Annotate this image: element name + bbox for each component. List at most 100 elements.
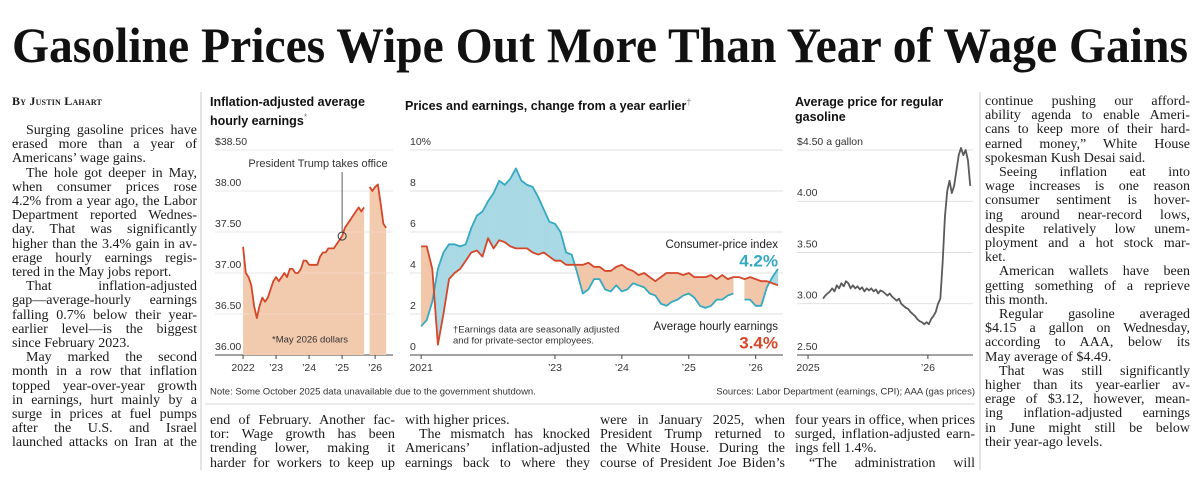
text-line-content: course of President Joe Biden’s [600, 455, 785, 471]
text-line-content: ing inflation-adjusted earnings [985, 406, 1190, 422]
text-line: in earnings, hurt mainly by a [12, 393, 197, 408]
text-line-content: wage increases is one reason [985, 179, 1190, 195]
gap-fill [526, 184, 533, 253]
line [421, 237, 779, 346]
text-line-content: 4.2% from a year ago, the Labor [12, 194, 197, 209]
y-tick-label: $4.50 a gallon [797, 136, 863, 148]
x-tick-label: ’26 [921, 362, 935, 374]
text-line-content: since February 2023. [12, 336, 130, 351]
text-line-content: topped year-over-year growth [12, 378, 197, 394]
gap-fill [671, 272, 678, 302]
text-line: this month. [985, 292, 1190, 308]
x-tick-label: ’25 [335, 362, 349, 374]
gap-fill [499, 180, 505, 243]
text-line: Americans’ inflation-adjusted [405, 442, 590, 456]
footnote: †Earnings data are seasonally adjusted [453, 325, 619, 336]
chart-title: Prices and earnings, change from a year … [405, 95, 785, 114]
gap-fill [755, 278, 762, 306]
text-line: spokesman Kush Desai said. [985, 151, 1190, 166]
text-line: 4.2% from a year ago, the Labor [12, 194, 197, 209]
text-line: in June might still be below [985, 421, 1190, 436]
text-line: topped year-over-year growth [12, 378, 197, 394]
text-line-content: getting something of a reprieve [985, 278, 1190, 294]
text-line-content: Regular gasoline averaged [999, 307, 1190, 322]
text-line: earlier level—is the biggest [12, 321, 197, 337]
text-line-content: four years in office, when prices [795, 413, 975, 428]
text-line: when consumer prices rose [12, 180, 197, 195]
text-line: ket. [985, 250, 1190, 266]
gap-fill [705, 274, 712, 309]
text-line-content: consumer sentiment is hover- [985, 193, 1190, 209]
text-line-content: trending lower, making it [210, 441, 395, 457]
text-line-content: surge in prices at fuel pumps [12, 407, 197, 422]
value-label: 4.2% [739, 251, 778, 270]
line [242, 183, 387, 319]
gap-fill [699, 276, 706, 309]
text-line-content: surged, inflation-adjusted earn- [795, 427, 975, 443]
y-tick-label: 2.50 [797, 341, 818, 353]
text-line: surged, inflation-adjusted earn- [795, 427, 975, 443]
text-line: launched attacks on Iran at the [12, 436, 197, 450]
text-line: earnings back to where they [405, 456, 590, 471]
gap-fill [660, 272, 667, 307]
value-label: 3.4% [739, 333, 778, 352]
text-line-content: after the U.S. and Israel [12, 421, 197, 437]
y-tick-label: 37.50 [215, 218, 241, 230]
text-line-content: with higher prices. [405, 413, 510, 428]
chart-note: *May 2026 dollars [272, 335, 348, 346]
text-line-content: ket. [985, 250, 1006, 266]
y-tick-label: 10% [410, 136, 431, 148]
text-line: were in January 2025, when [600, 413, 785, 428]
text-line: month in a row that inflation [12, 365, 197, 379]
chart-title-text: Average price for regular gasoline [795, 95, 944, 124]
text-line: gap—average-hourly earnings [12, 294, 197, 308]
gap-fill [476, 211, 483, 257]
text-line-content: this month. [985, 292, 1049, 308]
text-line: “The administration will [809, 455, 975, 471]
text-line-content: erage of $3.12, however, mean- [985, 392, 1190, 408]
legend-label: Average hourly earnings [654, 321, 779, 333]
chart-title: Inflation-adjusted average hourly earnin… [210, 95, 395, 129]
text-line: erage of $3.12, however, mean- [985, 392, 1190, 408]
line [420, 167, 779, 327]
gap-fill [593, 266, 600, 280]
text-line-content: harder for workers to keep up [210, 455, 395, 471]
text-line-content: Americans’ inflation-adjusted [405, 441, 590, 457]
x-tick-label: ’25 [682, 362, 696, 374]
text-line-content: earlier level—is the biggest [12, 321, 197, 337]
text-line: trending lower, making it [210, 442, 395, 456]
y-tick-label: 37.00 [215, 259, 241, 271]
text-line: President Trump returned to [600, 427, 785, 442]
chart-title-text: Inflation-adjusted average hourly earnin… [210, 95, 365, 129]
y-tick-label: 3.00 [797, 290, 818, 302]
text-line: getting something of a reprieve [985, 278, 1190, 294]
text-line-content: “The administration will [809, 455, 975, 471]
text-line: wage increases is one reason [985, 179, 1190, 195]
text-line-content: the White House. During the [600, 441, 785, 457]
x-tick-label: ’23 [269, 362, 283, 374]
y-tick-label: 6 [410, 218, 416, 230]
text-line-content: gap—average-hourly earnings [12, 293, 197, 309]
text-line: falling 0.7% below their year- [12, 308, 197, 323]
y-tick-label: 2 [410, 300, 416, 312]
text-line-content: erased more than a year of [12, 137, 197, 153]
text-line: ing inflation-adjusted earnings [985, 407, 1190, 421]
annotation: President Trump takes office [248, 158, 387, 170]
chart-sources: Sources: Labor Department (earnings, CPI… [716, 387, 975, 398]
y-tick-label: $38.50 [215, 136, 247, 148]
text-line: since February 2023. [12, 336, 197, 351]
y-tick-label: 38.00 [215, 177, 241, 189]
text-line: their year-ago levels. [985, 434, 1190, 450]
text-line: ings fell 1.4%. [795, 442, 975, 456]
chart-title: Average price for regular gasoline [795, 95, 970, 125]
text-line-content: cans to keep more of their hard- [985, 122, 1190, 138]
text-line: erased more than a year of [12, 137, 197, 153]
x-tick-label: ’26 [368, 362, 382, 374]
y-tick-label: 36.00 [215, 341, 241, 353]
text-line-content: their year-ago levels. [985, 434, 1103, 450]
text-line-content: erage hourly earnings regis- [12, 250, 197, 266]
text-line: end of February. Another fac- [210, 413, 395, 428]
gap-fill [521, 180, 528, 249]
text-line: according to AAA, below its [985, 336, 1190, 350]
headline: Gasoline Prices Wipe Out More Than Year … [12, 17, 1188, 73]
